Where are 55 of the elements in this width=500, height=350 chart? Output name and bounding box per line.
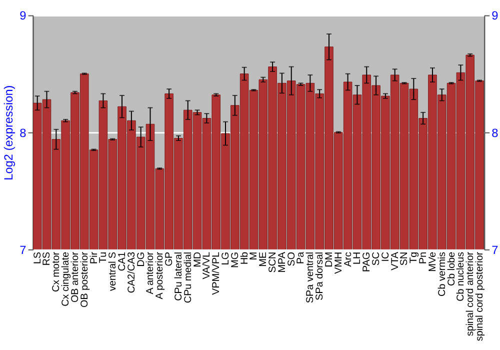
- x-tick-label: OB posterior: [79, 251, 90, 308]
- x-tick-label: LS: [32, 251, 44, 264]
- x-tick-label: MVe: [427, 251, 438, 272]
- x-tick-label: PAG: [362, 252, 373, 272]
- x-tick-label: Hb: [239, 251, 250, 265]
- x-tick-label: VA/VL: [202, 251, 213, 280]
- x-tick-label: SCN: [268, 252, 279, 273]
- x-tick-label: DM: [324, 252, 335, 268]
- x-tick-label: OB anterior: [70, 251, 81, 303]
- y2-tick-label: 7: [492, 242, 499, 257]
- x-tick-label: Cb nucleus: [456, 252, 467, 302]
- x-tick-label: Cb vermis: [436, 252, 448, 296]
- x-tick-label: RS: [42, 251, 53, 266]
- y-axis-title: Log2 (expression): [2, 85, 16, 180]
- x-tick-label: MPA: [276, 251, 288, 273]
- x-tick-label: MG: [230, 252, 241, 268]
- x-tick-label: LG: [220, 252, 232, 266]
- x-tick-label: LH: [352, 252, 364, 265]
- x-tick-label: SC: [371, 252, 382, 266]
- x-tick-label: SPa ventral: [305, 252, 316, 304]
- x-tick-label: IC: [380, 252, 392, 262]
- x-tick-label: Cx cingulate: [60, 251, 72, 306]
- x-tick-label: CA2/CA3: [126, 251, 138, 294]
- x-tick-label: spinal cord posterior: [474, 251, 486, 342]
- x-tick-label: Pir: [88, 251, 100, 264]
- x-tick-label: Cb lobe: [446, 251, 458, 286]
- y-tick-label: 9: [20, 8, 27, 23]
- x-tick-label: VTA: [390, 251, 401, 270]
- x-tick-label: CPu medial: [182, 252, 194, 304]
- x-tick-label: DG: [136, 252, 147, 267]
- x-tick-label: VMH: [333, 252, 344, 274]
- x-tick-label: ME: [258, 251, 270, 267]
- x-tick-label: Cx motor: [51, 251, 62, 292]
- x-tick-label: CPu lateral: [173, 252, 184, 301]
- y2-tick-label: 9: [492, 8, 499, 23]
- x-tick-label: Tu: [98, 252, 110, 264]
- y-tick-label: 7: [20, 242, 27, 257]
- x-tick-label: Arc: [342, 252, 354, 267]
- y-tick-label: 8: [20, 126, 27, 140]
- x-tick-label: SO: [286, 252, 298, 266]
- x-tick-label: spinal cord anterior: [465, 251, 476, 336]
- x-tick-label: Tg: [408, 252, 420, 264]
- x-tick-label: Pn: [418, 252, 430, 264]
- x-tick-label: Pa: [296, 251, 307, 264]
- y2-tick-label: 8: [492, 126, 499, 140]
- x-tick-label: GP: [164, 251, 176, 266]
- x-tick-label: A anterior: [145, 251, 156, 294]
- x-tick-label: ventral S: [108, 251, 119, 291]
- x-tick-label: A posterior: [154, 251, 166, 300]
- x-tick-label: SPa dorsal: [314, 252, 326, 300]
- x-tick-label: CA1: [116, 251, 128, 272]
- x-tick-label: MD: [192, 252, 204, 268]
- x-tick-label: VPM/VPL: [211, 251, 222, 295]
- x-tick-label: SN: [399, 252, 410, 266]
- x-tick-label: M: [248, 252, 260, 260]
